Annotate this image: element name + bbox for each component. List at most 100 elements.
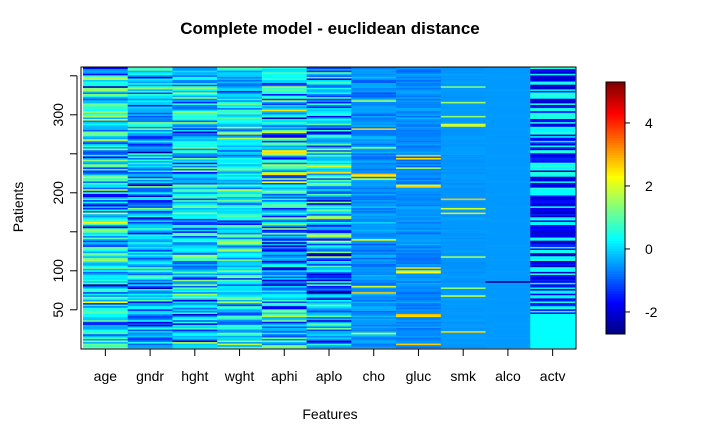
heatmap-cell <box>306 73 352 76</box>
heatmap-cell <box>172 280 218 283</box>
heatmap-cell <box>172 184 218 187</box>
heatmap-cell <box>83 81 129 84</box>
heatmap-cell <box>83 330 129 333</box>
heatmap-cell <box>440 114 486 116</box>
heatmap-cell <box>440 302 486 305</box>
heatmap-cell <box>440 153 486 155</box>
heatmap-cell <box>127 171 173 174</box>
heatmap-cell <box>351 82 397 85</box>
heatmap-cell <box>127 190 173 193</box>
heatmap-cell <box>127 157 173 160</box>
colorbar-swatch <box>606 316 625 320</box>
heatmap-cell <box>127 271 173 274</box>
heatmap-cell <box>306 84 352 87</box>
heatmap-cell <box>172 124 218 127</box>
colorbar-swatch <box>606 172 625 176</box>
heatmap-cell <box>396 70 442 73</box>
heatmap-cell <box>306 112 352 115</box>
heatmap-cell <box>396 85 442 88</box>
heatmap-cell <box>83 148 129 151</box>
heatmap-cell <box>440 67 486 70</box>
heatmap-cell <box>217 293 263 296</box>
heatmap-cell <box>306 90 352 93</box>
heatmap-cell <box>485 76 531 79</box>
heatmap-cell <box>530 237 576 240</box>
heatmap-cell <box>217 330 263 333</box>
heatmap-cell <box>306 291 352 294</box>
heatmap-cell <box>440 162 486 165</box>
heatmap-cell <box>127 251 173 254</box>
colorbar-border <box>605 81 626 335</box>
heatmap-cell <box>217 260 263 263</box>
heatmap-cell <box>351 344 397 347</box>
heatmap-cell <box>83 134 129 137</box>
heatmap-cell <box>127 338 173 341</box>
heatmap-cell <box>530 159 576 162</box>
heatmap-cell <box>351 252 397 255</box>
heatmap-cell <box>396 151 442 154</box>
heatmap-cell <box>217 124 263 127</box>
heatmap-cell <box>217 290 263 293</box>
heatmap-cell <box>217 202 263 205</box>
heatmap-cell <box>306 137 352 140</box>
heatmap-cell <box>351 333 397 336</box>
heatmap-cell <box>83 221 129 224</box>
heatmap-cell <box>440 251 486 254</box>
heatmap-cell <box>127 284 173 286</box>
heatmap-cell <box>261 260 307 263</box>
heatmap-cell <box>261 284 307 286</box>
heatmap-cell <box>217 346 263 349</box>
heatmap-cell <box>172 232 218 235</box>
heatmap-cell <box>396 174 442 177</box>
heatmap-cell <box>172 301 218 304</box>
heatmap-cell <box>306 307 352 310</box>
heatmap-cell <box>396 195 442 197</box>
heatmap-cell <box>396 201 442 204</box>
heatmap-cell <box>485 140 531 143</box>
heatmap-cell <box>351 212 397 215</box>
heatmap-cell <box>306 338 352 341</box>
heatmap-cell <box>485 95 531 98</box>
heatmap-cell <box>530 229 576 232</box>
heatmap-cell <box>351 335 397 338</box>
heatmap-cell <box>83 326 129 329</box>
heatmap-cell <box>485 201 531 204</box>
heatmap-cell <box>217 218 263 221</box>
heatmap-cell <box>306 329 352 332</box>
heatmap-cell <box>83 315 129 318</box>
heatmap-cell <box>127 206 173 208</box>
heatmap-cell <box>261 90 307 93</box>
heatmap-cell <box>127 132 173 135</box>
heatmap-cell <box>217 315 263 318</box>
colorbar-swatch <box>606 94 625 98</box>
heatmap-cell <box>396 190 442 193</box>
heatmap-cell <box>530 135 576 138</box>
heatmap-cell <box>351 243 397 246</box>
heatmap-cell <box>440 87 486 90</box>
heatmap-cell <box>261 327 307 330</box>
heatmap-cell <box>172 315 218 318</box>
heatmap-cell <box>396 137 442 140</box>
heatmap-cell <box>217 229 263 232</box>
heatmap-cell <box>485 135 531 138</box>
heatmap-cell <box>396 326 442 329</box>
heatmap-cell <box>396 235 442 238</box>
heatmap-cell <box>217 296 263 299</box>
heatmap-cell <box>306 313 352 316</box>
heatmap-cell <box>351 290 397 293</box>
heatmap-cell <box>172 151 218 154</box>
heatmap-cell <box>306 224 352 227</box>
heatmap-cell <box>351 330 397 333</box>
heatmap-cell <box>261 249 307 252</box>
heatmap-cell <box>261 185 307 188</box>
heatmap-cell <box>83 190 129 193</box>
heatmap-cell <box>172 321 218 324</box>
heatmap-cell <box>306 134 352 137</box>
heatmap-cell <box>217 67 263 70</box>
colorbar-swatch <box>606 313 625 317</box>
heatmap-cell <box>261 173 307 176</box>
heatmap-cell <box>485 296 531 299</box>
heatmap-cell <box>351 167 397 169</box>
heatmap-cell <box>351 145 397 148</box>
heatmap-cell <box>396 229 442 232</box>
